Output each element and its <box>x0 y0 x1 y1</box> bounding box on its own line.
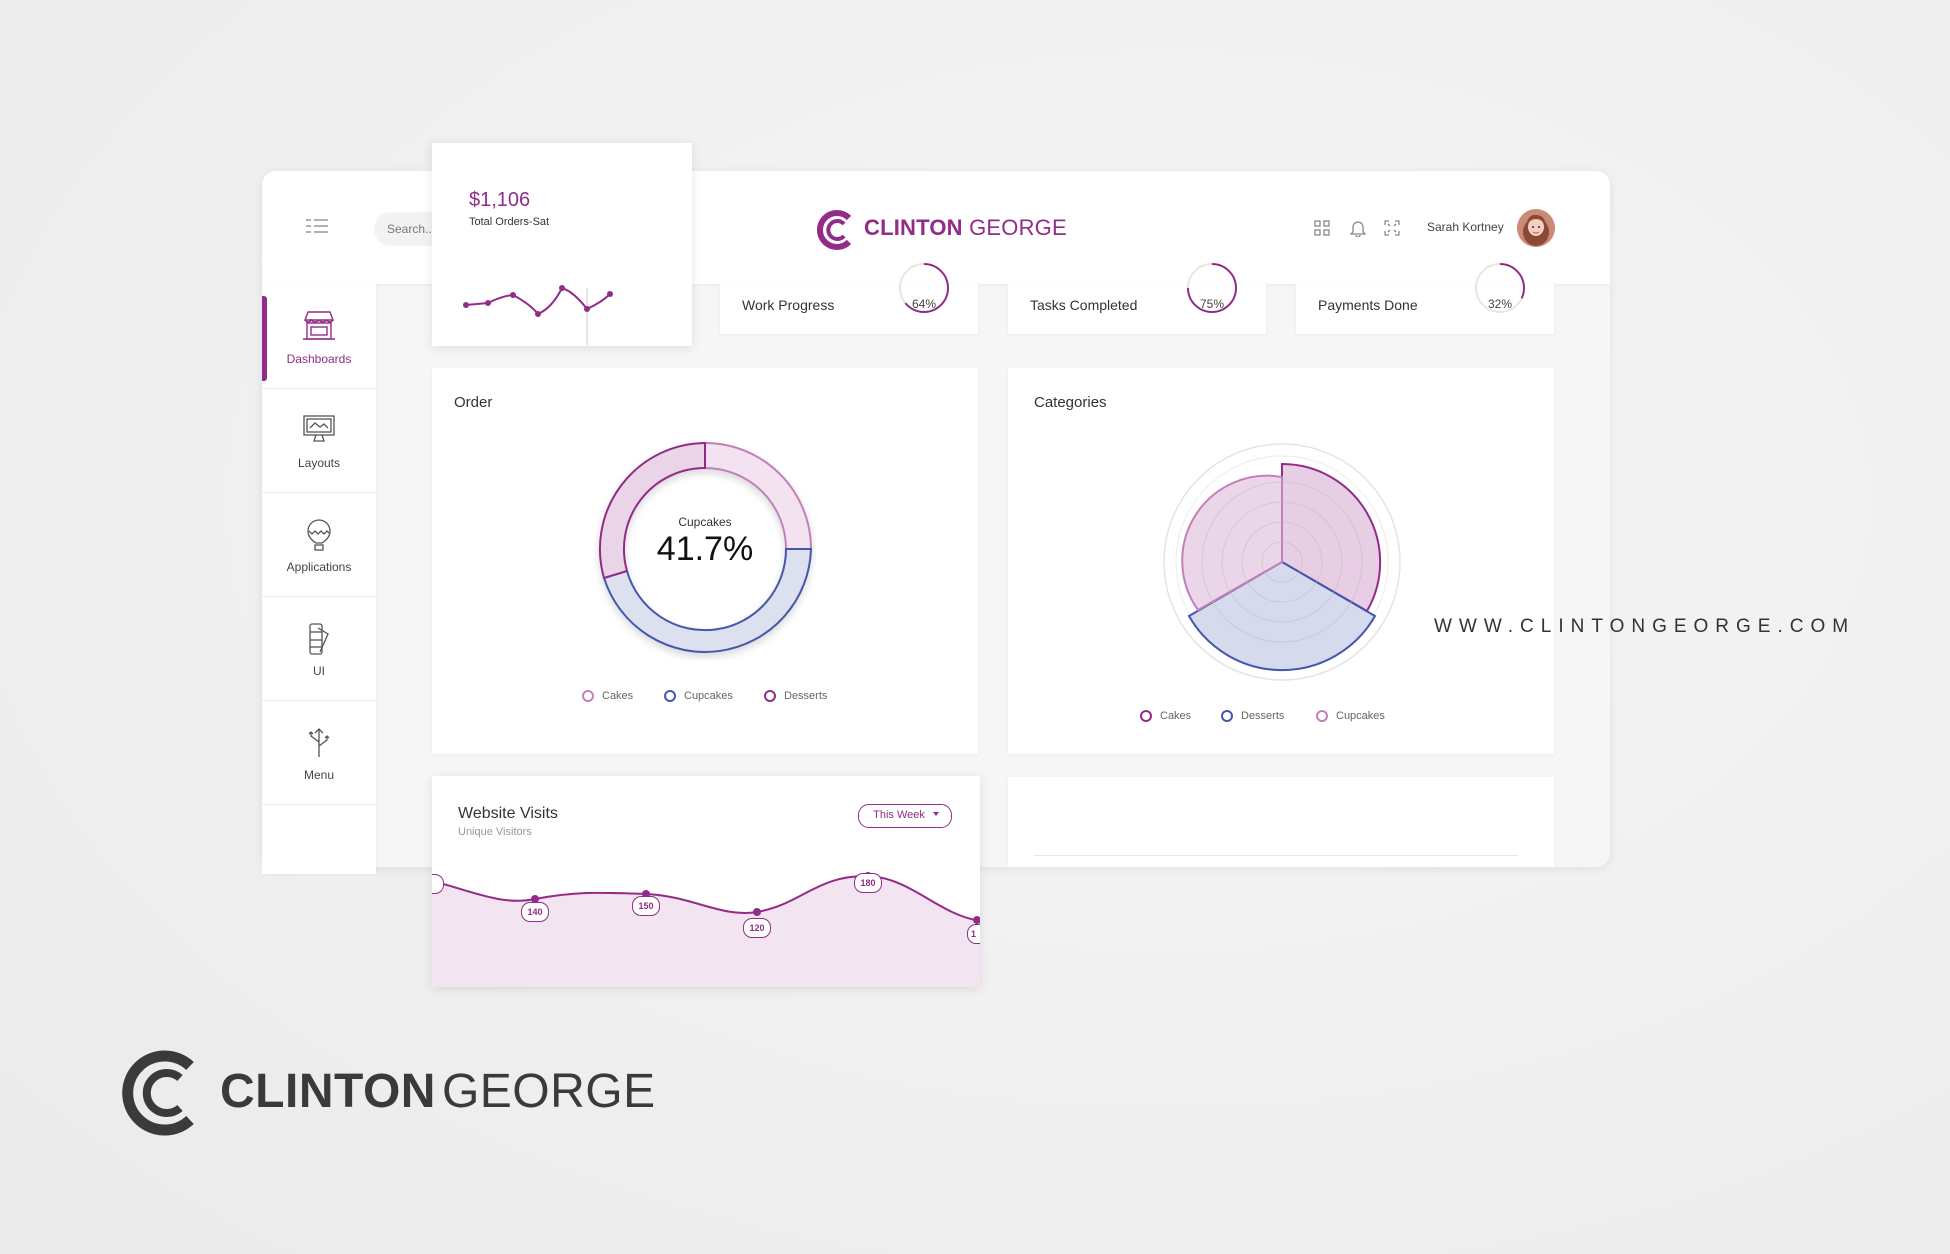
progress-value: 75% <box>1199 297 1225 311</box>
doughnut-center-label: Cupcakes <box>678 515 732 529</box>
data-label: 150 <box>632 896 660 916</box>
categories-polar-chart <box>1163 443 1401 681</box>
sidebar-item-menu[interactable]: Menu <box>262 700 376 805</box>
brand-logo-icon[interactable] <box>816 209 858 251</box>
orders-label: Total Orders-Sat <box>469 216 550 228</box>
sidebar-item-label: Applications <box>286 560 352 574</box>
shop-icon <box>303 311 335 340</box>
progress-label: Payments Done <box>1318 297 1418 313</box>
visits-title: Website Visits <box>458 805 558 822</box>
sidebar-item-layouts[interactable]: Layouts <box>262 388 376 493</box>
sidebar-item-dashboards[interactable]: Dashboards <box>262 284 376 389</box>
categories-title: Categories <box>1034 394 1107 411</box>
week-dropdown[interactable]: This Week <box>858 804 952 828</box>
monitor-icon <box>303 415 335 442</box>
progress-label: Work Progress <box>742 297 835 313</box>
dropdown-label: This Week <box>873 809 925 821</box>
visits-subtitle: Unique Visitors <box>458 826 532 838</box>
progress-card-tasks[interactable]: Tasks Completed 75% <box>1008 263 1266 334</box>
legend-desserts[interactable]: Desserts <box>1221 710 1284 723</box>
sidebar-item-label: Layouts <box>297 456 341 470</box>
brand-bold: CLINTON <box>864 215 963 240</box>
user-avatar[interactable] <box>1516 208 1556 248</box>
brand-light: GEORGE <box>969 215 1067 240</box>
logo-light: GEORGE <box>441 1065 656 1118</box>
caret-down-icon <box>933 812 939 816</box>
progress-card-payments[interactable]: Payments Done 32% <box>1296 263 1554 334</box>
progress-card-work[interactable]: Work Progress 64% <box>720 263 978 334</box>
palette-icon <box>309 623 329 655</box>
legend-cupcakes[interactable]: Cupcakes <box>1316 710 1385 723</box>
progress-value: 32% <box>1487 297 1513 311</box>
visits-area-chart <box>432 872 980 987</box>
polar-slice-cupcakes <box>1181 474 1283 612</box>
legend-cupcakes[interactable]: Cupcakes <box>664 690 733 703</box>
empty-card <box>1008 777 1554 867</box>
progress-label: Tasks Completed <box>1030 297 1138 313</box>
logo-bold: CLINTON <box>220 1065 436 1118</box>
notification-bell-icon[interactable] <box>1350 219 1366 237</box>
order-card: Order Cupcakes 41.7% Cakes Cupcakes Dess… <box>432 368 978 754</box>
data-label: 180 <box>854 873 882 893</box>
polar-slice-cakes <box>1281 462 1382 613</box>
menu-toggle-icon[interactable] <box>306 218 328 234</box>
watermark-logo-icon <box>122 1050 194 1136</box>
data-label: 120 <box>743 918 771 938</box>
order-doughnut-chart <box>599 441 813 653</box>
active-indicator <box>262 296 267 381</box>
user-name[interactable]: Sarah Kortney <box>1427 220 1504 234</box>
sidebar-item-label: Dashboards <box>286 352 352 366</box>
brand-name[interactable]: CLINTON GEORGE <box>864 215 1067 241</box>
progress-ring <box>1475 263 1525 313</box>
categories-card: Categories Cakes Desserts Cupcakes <box>1008 368 1554 754</box>
sidebar-item-label: Menu <box>303 768 335 782</box>
fullscreen-icon[interactable] <box>1384 220 1400 236</box>
legend-cakes[interactable]: Cakes <box>582 690 633 703</box>
total-orders-card[interactable]: $1,106 Total Orders-Sat <box>432 143 692 346</box>
order-title: Order <box>454 394 493 411</box>
website-visits-card: Website Visits Unique Visitors This Week… <box>432 776 980 987</box>
sidebar-item-applications[interactable]: Applications <box>262 492 376 597</box>
sidebar-item-ui[interactable]: UI <box>262 596 376 701</box>
arrows-icon <box>308 728 330 757</box>
card-divider <box>1034 855 1518 856</box>
search-input[interactable]: Search... <box>387 222 436 236</box>
orders-sparkline-chart <box>463 285 613 345</box>
apps-grid-icon[interactable] <box>1314 220 1330 236</box>
doughnut-slice-desserts <box>599 441 706 580</box>
legend-desserts[interactable]: Desserts <box>764 690 827 703</box>
app-window: Search... CLINTON GEORGE <box>262 171 1610 867</box>
data-label: 1 <box>967 924 980 944</box>
sidebar-item-label: UI <box>313 664 325 678</box>
balloon-icon <box>307 519 331 551</box>
watermark-url: WWW.CLINTONGEORGE.COM <box>1434 616 1856 637</box>
data-label: 140 <box>521 902 549 922</box>
progress-ring <box>1187 263 1237 313</box>
legend-cakes[interactable]: Cakes <box>1140 710 1191 723</box>
sidebar: Dashboards Layouts Applications UI <box>262 284 376 874</box>
area-fill <box>432 875 980 987</box>
progress-ring <box>899 263 949 313</box>
doughnut-center-value: 41.7% <box>656 530 754 568</box>
progress-value: 64% <box>911 297 937 311</box>
orders-amount: $1,106 <box>469 189 531 211</box>
area-line <box>432 874 980 922</box>
watermark-logo-text: CLINTON GEORGE <box>220 1064 656 1119</box>
